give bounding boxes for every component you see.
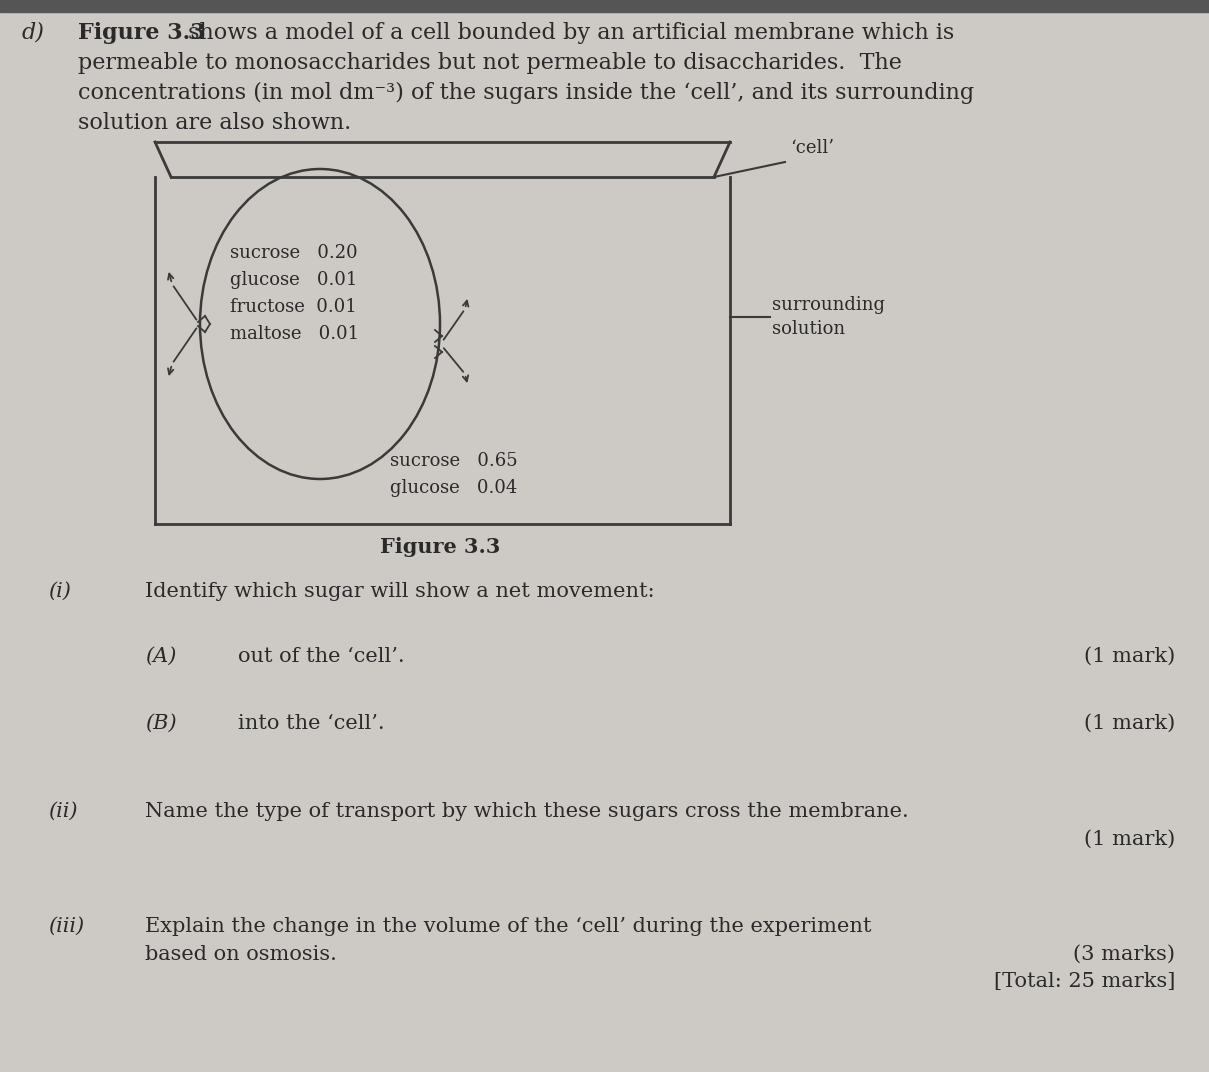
Text: Explain the change in the volume of the ‘cell’ during the experiment: Explain the change in the volume of the … [145, 917, 872, 936]
Text: Figure 3.3: Figure 3.3 [79, 23, 206, 44]
Text: (3 marks): (3 marks) [1074, 946, 1175, 964]
Text: (A): (A) [145, 647, 177, 666]
Text: sucrose   0.65
glucose   0.04: sucrose 0.65 glucose 0.04 [391, 452, 517, 497]
Text: (ii): (ii) [48, 802, 77, 821]
Text: permeable to monosaccharides but not permeable to disaccharides.  The: permeable to monosaccharides but not per… [79, 53, 902, 74]
Text: solution are also shown.: solution are also shown. [79, 111, 352, 134]
Text: (1 mark): (1 mark) [1083, 714, 1175, 733]
Text: shows a model of a cell bounded by an artificial membrane which is: shows a model of a cell bounded by an ar… [181, 23, 954, 44]
Text: based on osmosis.: based on osmosis. [145, 946, 337, 964]
Text: surrounding
solution: surrounding solution [773, 296, 885, 338]
Text: (1 mark): (1 mark) [1083, 830, 1175, 849]
Text: [Total: 25 marks]: [Total: 25 marks] [994, 972, 1175, 991]
Text: Identify which sugar will show a net movement:: Identify which sugar will show a net mov… [145, 582, 654, 601]
Text: sucrose   0.20
glucose   0.01
fructose  0.01
maltose   0.01: sucrose 0.20 glucose 0.01 fructose 0.01 … [230, 244, 359, 343]
Text: Figure 3.3: Figure 3.3 [380, 537, 501, 557]
Text: Name the type of transport by which these sugars cross the membrane.: Name the type of transport by which thes… [145, 802, 909, 821]
Text: (1 mark): (1 mark) [1083, 647, 1175, 666]
Text: d): d) [22, 23, 45, 44]
Text: ‘cell’: ‘cell’ [789, 139, 834, 157]
Text: (i): (i) [48, 582, 71, 601]
Text: (iii): (iii) [48, 917, 85, 936]
Text: (B): (B) [145, 714, 177, 733]
Text: out of the ‘cell’.: out of the ‘cell’. [238, 647, 405, 666]
Text: into the ‘cell’.: into the ‘cell’. [238, 714, 384, 733]
Text: concentrations (in mol dm⁻³) of the sugars inside the ‘cell’, and its surroundin: concentrations (in mol dm⁻³) of the suga… [79, 81, 974, 104]
